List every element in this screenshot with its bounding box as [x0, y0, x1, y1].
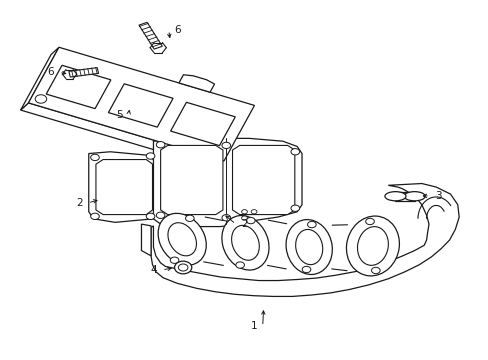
Ellipse shape [384, 192, 405, 201]
Ellipse shape [35, 95, 46, 103]
Ellipse shape [158, 213, 206, 265]
Polygon shape [96, 159, 152, 215]
Polygon shape [89, 152, 158, 222]
Ellipse shape [146, 153, 155, 159]
Polygon shape [170, 102, 235, 146]
Ellipse shape [307, 221, 316, 228]
Polygon shape [108, 84, 173, 127]
Polygon shape [232, 145, 294, 215]
Polygon shape [20, 47, 59, 110]
Ellipse shape [285, 220, 332, 274]
Ellipse shape [290, 149, 299, 155]
Ellipse shape [170, 257, 179, 264]
Ellipse shape [290, 205, 299, 211]
Ellipse shape [174, 261, 191, 274]
Ellipse shape [241, 210, 247, 214]
Ellipse shape [246, 217, 255, 224]
Polygon shape [153, 138, 302, 226]
Polygon shape [69, 68, 99, 77]
Ellipse shape [222, 216, 268, 270]
Polygon shape [139, 22, 162, 49]
Ellipse shape [235, 262, 244, 268]
Text: 1: 1 [250, 321, 257, 332]
Polygon shape [179, 75, 214, 92]
Ellipse shape [146, 213, 155, 220]
Ellipse shape [295, 229, 322, 265]
Ellipse shape [167, 223, 196, 256]
Text: 2: 2 [241, 219, 247, 229]
Text: 3: 3 [434, 191, 441, 201]
Polygon shape [28, 47, 254, 161]
Ellipse shape [156, 212, 164, 219]
Polygon shape [46, 65, 111, 109]
Ellipse shape [185, 215, 194, 221]
Ellipse shape [222, 215, 230, 221]
Ellipse shape [357, 226, 387, 265]
Ellipse shape [403, 192, 424, 201]
Ellipse shape [178, 264, 187, 271]
Ellipse shape [90, 213, 99, 220]
Text: 2: 2 [76, 198, 82, 208]
Ellipse shape [371, 267, 379, 274]
Ellipse shape [302, 266, 310, 273]
Text: 6: 6 [174, 25, 181, 35]
Ellipse shape [90, 154, 99, 161]
Ellipse shape [156, 141, 164, 148]
Ellipse shape [231, 225, 259, 260]
Ellipse shape [365, 218, 374, 225]
Ellipse shape [241, 216, 247, 220]
Text: 4: 4 [150, 265, 157, 275]
Polygon shape [160, 145, 223, 215]
Polygon shape [20, 103, 224, 168]
Text: 5: 5 [116, 110, 123, 120]
Text: 6: 6 [47, 67, 54, 77]
Ellipse shape [222, 142, 230, 149]
Polygon shape [151, 184, 458, 296]
Ellipse shape [251, 210, 256, 214]
Ellipse shape [346, 216, 399, 276]
Polygon shape [141, 224, 151, 256]
